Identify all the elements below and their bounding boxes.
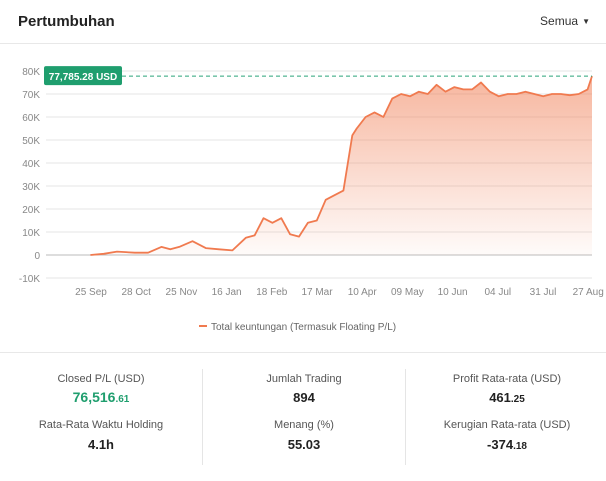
chevron-down-icon: ▼	[582, 16, 590, 26]
win-value: 55.03	[287, 437, 321, 452]
x-tick-label: 28 Oct	[121, 287, 151, 298]
y-tick-label: 10K	[22, 228, 40, 239]
x-tick-label: 25 Sep	[75, 287, 107, 298]
closed-pl-value: 76,516.61	[72, 389, 130, 405]
y-tick-label: 30K	[22, 182, 40, 193]
trades-label: Jumlah Trading	[266, 373, 342, 385]
avg-loss-value: -374.18	[487, 437, 527, 452]
stats-col-3: Profit Rata-rata (USD) 461.25 Kerugian R…	[406, 353, 606, 481]
series-line	[90, 75, 593, 256]
stats-col-2: Jumlah Trading 894 Menang (%) 55.03	[203, 353, 405, 481]
divider	[202, 369, 203, 465]
avg-profit-label: Profit Rata-rata (USD)	[452, 373, 562, 385]
y-tick-label: 60K	[22, 113, 40, 124]
trades-value: 894	[293, 390, 315, 405]
x-tick-label: 27 Aug	[573, 287, 604, 298]
growth-chart: 80K 70K 60K 50K 40K 30K 20K 10K 0 -10K 25 Sep 28 O…	[19, 66, 604, 333]
x-tick-label: 17 Mar	[301, 287, 333, 298]
avg-holding-label: Rata-Rata Waktu Holding	[38, 419, 164, 431]
y-tick-label: 50K	[22, 136, 40, 147]
y-tick-label: -10K	[19, 274, 40, 285]
win-label: Menang (%)	[274, 419, 334, 431]
x-tick-label: 18 Feb	[256, 287, 288, 298]
stats-col-1: Closed P/L (USD) 76,516.61 Rata-Rata Wak…	[0, 353, 202, 481]
y-tick-label: 70K	[22, 90, 40, 101]
avg-profit-value: 461.25	[489, 390, 525, 405]
x-tick-label: 16 Jan	[212, 287, 242, 298]
period-filter-dropdown[interactable]: Semua ▼	[540, 14, 590, 28]
x-tick-label: 31 Jul	[530, 287, 557, 298]
y-tick-label: 80K	[22, 67, 40, 78]
avg-loss-label: Kerugian Rata-rata (USD)	[443, 419, 571, 431]
x-tick-label: 10 Jun	[438, 287, 468, 298]
x-tick-label: 04 Jul	[484, 287, 511, 298]
divider	[405, 369, 406, 465]
page-title: Pertumbuhan	[18, 13, 115, 30]
y-tick-label: 20K	[22, 205, 40, 216]
closed-pl-label: Closed P/L (USD)	[57, 373, 145, 385]
max-value-badge	[44, 66, 122, 86]
x-tick-label: 25 Nov	[166, 287, 198, 298]
chart-header: Pertumbuhan Semua ▼	[0, 0, 606, 44]
series-area	[90, 76, 592, 255]
x-tick-label: 10 Apr	[348, 287, 378, 298]
avg-holding-value: 4.1h	[87, 437, 114, 452]
stats-panel: Closed P/L (USD) 76,516.61 Rata-Rata Wak…	[0, 352, 606, 480]
x-tick-label: 09 May	[391, 287, 424, 298]
y-tick-label: 40K	[22, 159, 40, 170]
max-value-label: 77,785.28 USD	[49, 72, 117, 83]
y-tick-label: 0	[34, 251, 40, 262]
period-filter-label: Semua	[540, 14, 579, 28]
legend-label[interactable]: Total keuntungan (Termasuk Floating P/L)	[211, 322, 396, 333]
